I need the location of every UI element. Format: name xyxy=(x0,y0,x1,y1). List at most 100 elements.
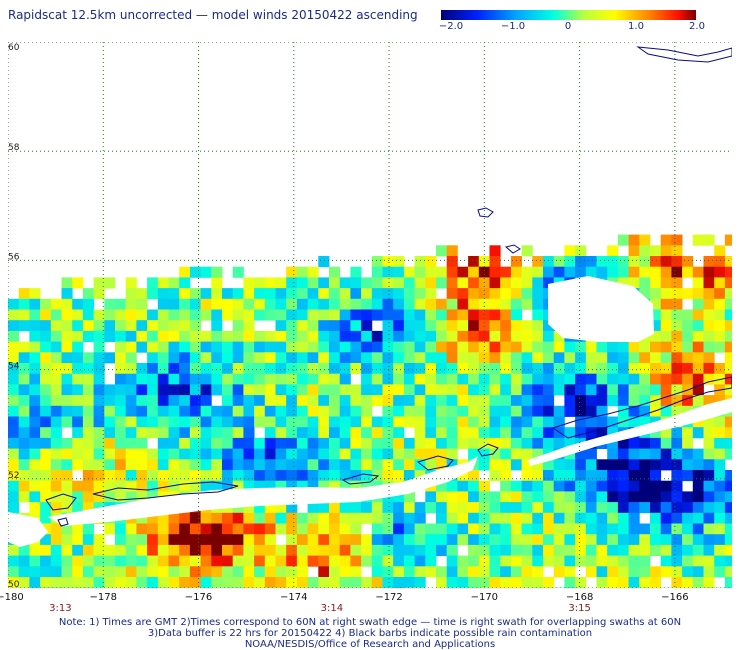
wind-cell xyxy=(468,298,480,310)
wind-cell xyxy=(329,309,341,321)
wind-cell xyxy=(136,427,148,439)
wind-cell xyxy=(660,373,672,385)
wind-cell xyxy=(478,320,490,332)
wind-cell xyxy=(72,341,84,353)
wind-cell xyxy=(532,470,544,482)
wind-cell xyxy=(478,373,490,385)
wind-cell xyxy=(468,352,480,364)
wind-cell xyxy=(714,266,726,278)
wind-cell xyxy=(650,523,662,535)
wind-cell xyxy=(136,566,148,578)
wind-cell xyxy=(29,405,41,417)
wind-cell xyxy=(660,491,672,503)
wind-cell xyxy=(168,309,180,321)
wind-cell xyxy=(50,523,62,535)
wind-cell xyxy=(339,288,351,300)
wind-cell xyxy=(425,256,437,268)
wind-cell xyxy=(179,309,191,321)
wind-cell xyxy=(361,395,373,407)
wind-cell xyxy=(136,416,148,428)
wind-cell xyxy=(179,437,191,449)
wind-cell xyxy=(692,277,704,289)
wind-cell xyxy=(222,534,234,546)
wind-cell xyxy=(307,330,319,342)
wind-cell xyxy=(339,502,351,514)
wind-cell xyxy=(125,298,137,310)
wind-cell xyxy=(414,395,426,407)
wind-cell xyxy=(40,448,52,460)
wind-cell xyxy=(468,437,480,449)
wind-cell xyxy=(339,309,351,321)
wind-cell xyxy=(168,566,180,578)
wind-cell xyxy=(222,363,234,375)
wind-cell xyxy=(724,277,732,289)
wind-cell xyxy=(136,544,148,556)
wind-cell xyxy=(468,277,480,289)
wind-cell xyxy=(543,363,555,375)
wind-cell xyxy=(329,405,341,417)
wind-cell xyxy=(564,555,576,567)
wind-cell xyxy=(115,427,127,439)
wind-cell xyxy=(329,470,341,482)
wind-cell xyxy=(543,577,555,588)
wind-cell xyxy=(446,544,458,556)
wind-cell xyxy=(115,470,127,482)
wind-cell xyxy=(489,256,501,268)
wind-cell xyxy=(543,405,555,417)
wind-cell xyxy=(147,534,159,546)
wind-cell xyxy=(543,384,555,396)
wind-cell xyxy=(157,470,169,482)
wind-cell xyxy=(703,523,715,535)
wind-cell xyxy=(436,437,448,449)
wind-cell xyxy=(18,395,30,407)
wind-cell xyxy=(72,566,84,578)
wind-cell xyxy=(371,416,383,428)
wind-cell xyxy=(607,523,619,535)
wind-cell xyxy=(371,330,383,342)
wind-cell xyxy=(361,405,373,417)
wind-cell xyxy=(254,384,266,396)
gap-west-coast xyxy=(8,512,48,547)
wind-cell xyxy=(371,352,383,364)
wind-cell xyxy=(500,330,512,342)
wind-cell xyxy=(168,288,180,300)
wind-cell xyxy=(553,470,565,482)
wind-cell xyxy=(61,395,73,407)
gap-aleutian-island-chain xyxy=(48,456,478,526)
wind-cell xyxy=(478,256,490,268)
wind-cell xyxy=(403,384,415,396)
wind-cell xyxy=(211,416,223,428)
wind-cell xyxy=(104,555,116,567)
wind-cell xyxy=(254,309,266,321)
wind-cell xyxy=(275,470,287,482)
wind-cell xyxy=(543,277,555,289)
wind-cell xyxy=(714,256,726,268)
wind-cell xyxy=(115,577,127,588)
wind-cell xyxy=(147,448,159,460)
wind-cell xyxy=(468,427,480,439)
wind-cell xyxy=(115,341,127,353)
wind-cell xyxy=(564,491,576,503)
wind-cell xyxy=(200,363,212,375)
wind-cell xyxy=(500,555,512,567)
wind-cell xyxy=(532,459,544,471)
wind-cell xyxy=(50,555,62,567)
coastline-pribilof xyxy=(504,244,521,254)
wind-cell xyxy=(371,555,383,567)
wind-cell xyxy=(510,534,522,546)
wind-cell xyxy=(596,459,608,471)
wind-cell xyxy=(125,544,137,556)
wind-cell xyxy=(564,459,576,471)
wind-cell xyxy=(393,288,405,300)
wind-cell xyxy=(403,448,415,460)
wind-cell xyxy=(382,448,394,460)
wind-cell xyxy=(660,352,672,364)
wind-cell xyxy=(564,405,576,417)
wind-cell xyxy=(692,309,704,321)
wind-cell xyxy=(575,416,587,428)
coastline-mainland-alaska xyxy=(636,46,732,63)
wind-cell xyxy=(72,384,84,396)
wind-cell xyxy=(211,320,223,332)
wind-cell xyxy=(564,352,576,364)
